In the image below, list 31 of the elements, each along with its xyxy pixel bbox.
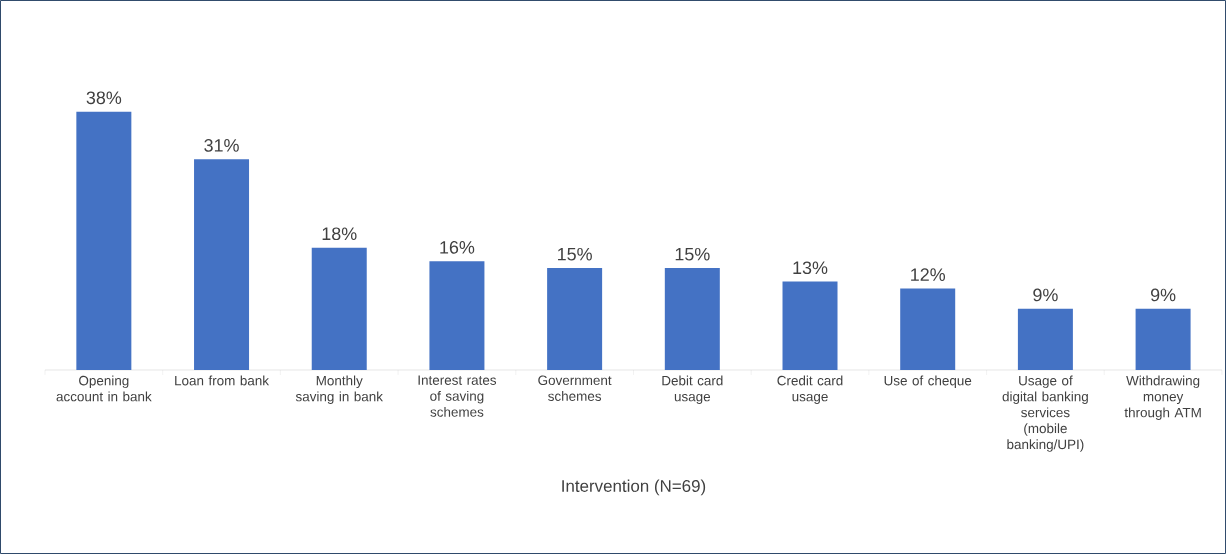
x-tick-label: Withdrawing money through ATM [1124, 375, 1201, 420]
x-tick-label: Interest rates of saving schemes [418, 375, 497, 417]
x-tick-label: Credit card usage [777, 375, 843, 404]
data-label: 12% [911, 268, 946, 281]
x-tick-label: Government schemes [538, 375, 612, 401]
data-label: 15% [675, 247, 710, 261]
x-tick-label: Loan from bank [175, 375, 270, 386]
data-label: 15% [558, 247, 592, 261]
bar [194, 159, 250, 370]
x-tick-label: Usage of digital banking services (mobile banking/UPI) [1002, 375, 1088, 452]
x-tick-label: Debit card usage [662, 375, 723, 404]
data-label: 38% [86, 91, 122, 105]
x-tick-label: Use of cheque [884, 375, 972, 389]
bar [1135, 308, 1191, 370]
bar [1017, 308, 1073, 370]
bar [900, 288, 956, 370]
x-tick-label: Monthly saving in bank [295, 375, 383, 404]
data-label: 9% [1150, 288, 1176, 302]
bar [664, 268, 720, 370]
bar [76, 111, 132, 370]
data-label: 16% [440, 241, 475, 254]
bar [782, 281, 838, 370]
x-axis-title: Intervention (N=69) [562, 479, 706, 496]
bar [311, 247, 367, 370]
data-label: 13% [793, 261, 828, 275]
data-label: 18% [322, 227, 357, 241]
data-label: 9% [1033, 288, 1058, 302]
bar [429, 261, 485, 370]
x-tick-label: Opening account in bank [56, 375, 152, 402]
data-label: 31% [204, 139, 239, 152]
bar [547, 268, 603, 370]
